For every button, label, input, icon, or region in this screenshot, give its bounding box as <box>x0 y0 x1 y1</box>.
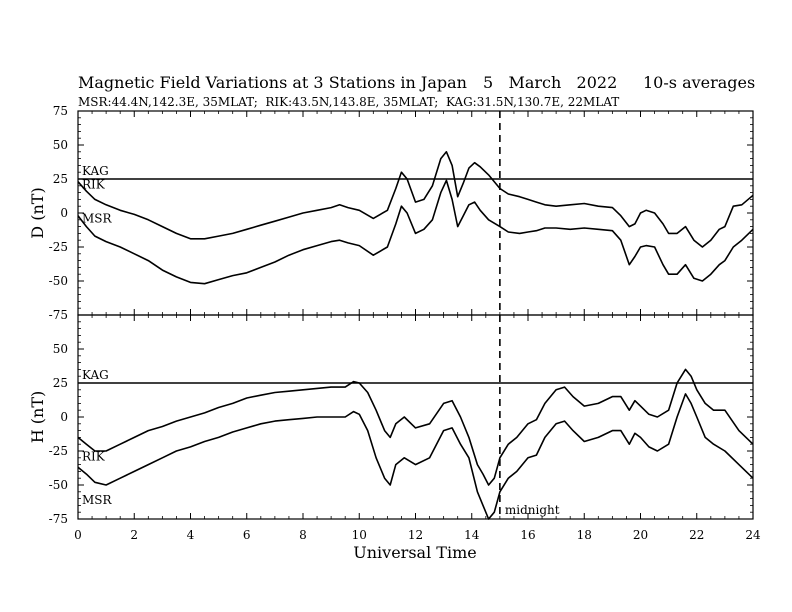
x-tick-label: 6 <box>243 528 251 542</box>
y-tick-label: -25 <box>49 240 68 254</box>
y-tick-label: 0 <box>60 206 68 220</box>
y-tick-label: -25 <box>49 444 68 458</box>
y-tick-label: -75 <box>49 512 68 526</box>
y-tick-label: 50 <box>53 138 68 152</box>
x-tick-label: 18 <box>577 528 592 542</box>
y-tick-label: 50 <box>53 342 68 356</box>
series-line-rik-h <box>77 368 754 486</box>
x-tick-label: 20 <box>633 528 648 542</box>
chart-title: Magnetic Field Variations at 3 Stations … <box>78 73 467 92</box>
x-tick-label: 12 <box>408 528 423 542</box>
x-tick-label: 10 <box>352 528 367 542</box>
station-label-kag: KAG <box>82 368 109 382</box>
x-tick-label: 0 <box>74 528 82 542</box>
y-tick-label: -50 <box>49 478 68 492</box>
station-label-msr: MSR <box>82 212 113 226</box>
d-panel-frame <box>77 110 754 316</box>
series-line-rik-d <box>77 151 754 248</box>
x-tick-label: 14 <box>464 528 480 542</box>
station-label-rik: RIK <box>82 450 106 464</box>
y-tick-label: 25 <box>53 376 68 390</box>
series-line-msr-d <box>77 179 754 285</box>
x-tick-label: 8 <box>299 528 307 542</box>
averaging-label: 10-s averages <box>643 73 755 92</box>
x-tick-label: 16 <box>520 528 535 542</box>
x-axis-label: Universal Time <box>353 543 476 562</box>
h-panel-frame <box>77 314 754 520</box>
x-tick-label: 2 <box>130 528 138 542</box>
x-tick-label: 24 <box>745 528 761 542</box>
station-label-msr: MSR <box>82 493 113 507</box>
date-label: 5 March 2022 <box>483 73 617 92</box>
y-tick-label: -75 <box>49 308 68 322</box>
x-tick-label: 22 <box>689 528 704 542</box>
y-tick-label: 75 <box>53 104 68 118</box>
h-axis-label: H (nT) <box>28 391 47 444</box>
y-tick-label: -50 <box>49 274 68 288</box>
x-tick-label: 4 <box>187 528 195 542</box>
midnight-label: midnight <box>505 503 560 517</box>
d-axis-label: D (nT) <box>28 187 47 238</box>
y-tick-label: 25 <box>53 172 68 186</box>
series-line-msr-h <box>77 393 754 520</box>
stations-line: MSR:44.4N,142.3E, 35MLAT; RIK:43.5N,143.… <box>78 95 619 109</box>
y-tick-label: 0 <box>60 410 68 424</box>
station-label-rik: RIK <box>82 178 106 192</box>
station-label-kag: KAG <box>82 164 109 178</box>
